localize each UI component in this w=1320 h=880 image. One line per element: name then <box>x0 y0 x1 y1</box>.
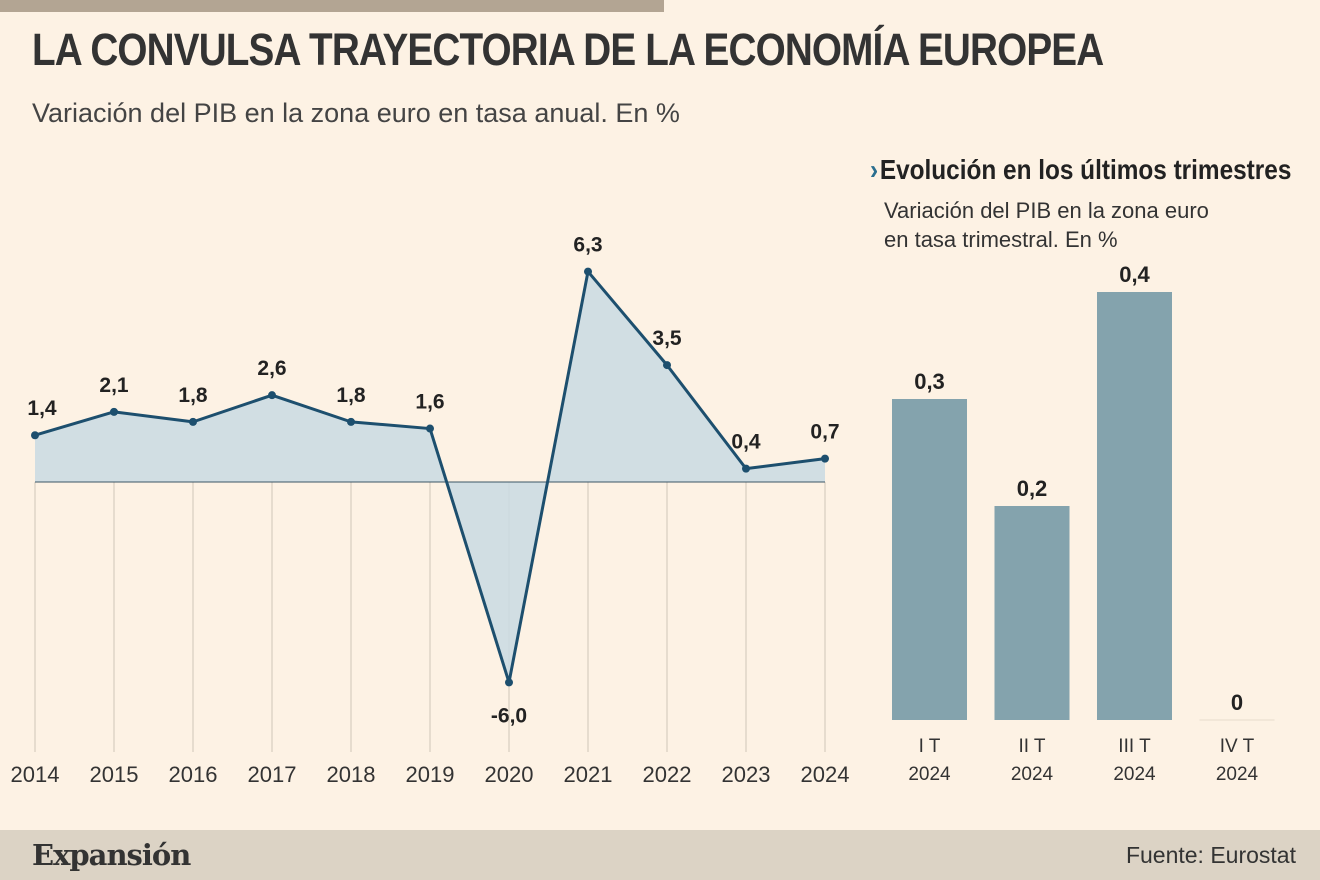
bar-x-tick-ivt: IV T <box>1220 736 1255 757</box>
line-point-2022 <box>663 361 671 370</box>
bar-x-tick-year-it: 2024 <box>908 764 951 785</box>
line-x-tick-2020: 2020 <box>485 762 534 787</box>
line-value-label-2021: 6,3 <box>573 234 602 257</box>
line-value-label-2023: 0,4 <box>731 431 761 454</box>
line-chart-x-ticks: 2014 2015 2016 2017 2018 2019 2020 2021 2022 2023… <box>11 762 850 787</box>
line-value-label-2017: 2,6 <box>257 357 286 380</box>
line-value-label-2022: 3,5 <box>652 327 682 350</box>
line-point-2019 <box>426 424 434 433</box>
line-x-tick-2021: 2021 <box>564 762 613 787</box>
bar-iiit <box>1097 292 1172 720</box>
line-point-2021 <box>584 267 592 276</box>
inset-title-text: Evolución en los últimos trimestres <box>879 154 1292 185</box>
line-point-2018 <box>347 417 355 426</box>
line-value-label-2024: 0,7 <box>810 421 839 444</box>
line-point-2024 <box>821 454 829 463</box>
bar-it <box>892 399 967 720</box>
line-point-2017 <box>268 391 276 400</box>
line-value-label-2016: 1,8 <box>178 384 208 407</box>
line-x-tick-2019: 2019 <box>406 762 455 787</box>
bar-value-label-it: 0,3 <box>914 369 945 394</box>
chart-canvas: 1,42,1 1,82,61,8 1,6-6,06,33,50,4 0,7 2014 2… <box>11 234 1275 787</box>
line-value-label-2019: 1,6 <box>415 391 444 414</box>
bar-chart-value-labels: 0,3 0,2 0,4 0 <box>914 262 1243 715</box>
inset-subtitle-line-1: Variación del PIB en la zona euro <box>884 198 1209 223</box>
line-point-2016 <box>189 417 197 426</box>
line-point-2015 <box>110 407 118 416</box>
bar-value-label-iiit: 0,4 <box>1119 262 1150 287</box>
bar-x-tick-iit: II T <box>1018 736 1045 757</box>
inset-title: ›Evolución en los últimos trimestres <box>870 154 1291 186</box>
line-point-2020 <box>505 678 513 687</box>
brand-logo: Expansión <box>32 838 191 872</box>
line-value-label-2014: 1,4 <box>27 397 57 420</box>
line-x-tick-2022: 2022 <box>643 762 692 787</box>
bar-x-tick-year-iit: 2024 <box>1011 764 1054 785</box>
footer: Expansión Fuente: Eurostat <box>0 830 1320 880</box>
line-chart-area <box>35 271 825 683</box>
line-x-tick-2015: 2015 <box>90 762 139 787</box>
line-point-2023 <box>742 464 750 473</box>
line-x-tick-2018: 2018 <box>327 762 376 787</box>
top-accent-bar <box>0 0 664 12</box>
inset-subtitle: Variación del PIB en la zona euro en tasa… <box>884 196 1209 254</box>
line-value-label-2018: 1,8 <box>336 384 366 407</box>
line-x-tick-2014: 2014 <box>11 762 60 787</box>
bar-x-tick-it: I T <box>919 736 941 757</box>
bar-x-tick-year-ivt: 2024 <box>1216 764 1259 785</box>
line-x-tick-2023: 2023 <box>722 762 771 787</box>
bar-x-tick-iiit: III T <box>1118 736 1151 757</box>
inset-subtitle-line-2: en tasa trimestral. En % <box>884 227 1118 252</box>
page-subtitle: Variación del PIB en la zona euro en tas… <box>32 98 680 128</box>
bar-iit <box>994 506 1070 720</box>
line-value-label-2015: 2,1 <box>99 374 129 397</box>
line-value-label-2020: -6,0 <box>491 704 527 727</box>
line-chart-gridlines <box>34 482 826 752</box>
bar-value-label-iit: 0,2 <box>1017 476 1048 501</box>
bar-chart-x-ticks: I T 2024 II T 2024 III T 2024 IV T 2024 <box>908 736 1258 785</box>
line-x-tick-2017: 2017 <box>248 762 297 787</box>
line-chart-value-labels: 1,4 2,1 1,8 2,6 1,8 1,6 -6,0 6,3 3,5 0,4 0,7 <box>27 234 839 728</box>
bar-value-label-ivt: 0 <box>1231 690 1243 715</box>
bar-chart-bars <box>892 292 1275 721</box>
chevron-right-icon: › <box>870 154 879 185</box>
line-chart-points <box>31 267 829 687</box>
line-x-tick-2024: 2024 <box>801 762 850 787</box>
line-x-tick-2016: 2016 <box>169 762 218 787</box>
bar-x-tick-year-iiit: 2024 <box>1113 764 1156 785</box>
source-note: Fuente: Eurostat <box>1125 842 1296 868</box>
line-point-2014 <box>31 431 39 440</box>
page-title: LA CONVULSA TRAYECTORIA DE LA ECONOMÍA E… <box>32 24 1104 75</box>
